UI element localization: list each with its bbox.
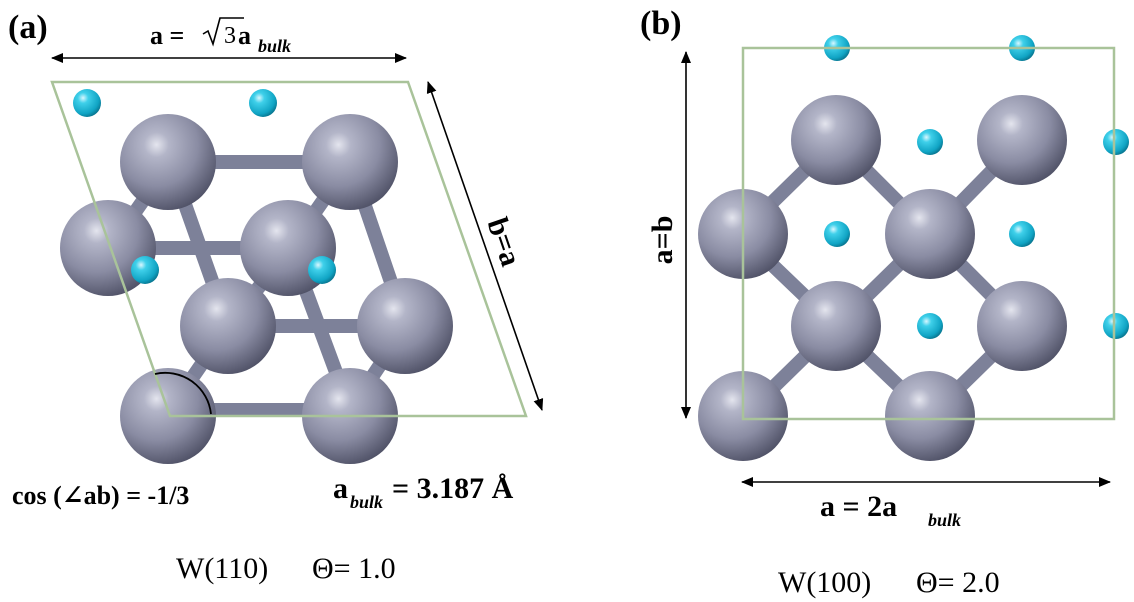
tungsten-atom [302, 114, 398, 210]
adsorbate-atom [1103, 313, 1129, 339]
svg-text:Θ= 2.0: Θ= 2.0 [916, 566, 1000, 599]
side-b-label: b=a [480, 213, 527, 270]
tungsten-atom [885, 371, 975, 461]
adsorbate-atom [73, 89, 101, 117]
tungsten-atom [357, 278, 453, 374]
caption-b: W(100) Θ= 2.0 [778, 566, 1000, 599]
tungsten-atom [791, 281, 881, 371]
adsorbate-atom [1009, 221, 1035, 247]
panel-a-tag: (a) [8, 9, 48, 46]
tungsten-atom [120, 368, 216, 464]
unit-cell-b [741, 46, 1116, 421]
svg-text:a: a [333, 472, 348, 505]
svg-text:= 3.187 Å: = 3.187 Å [392, 472, 514, 505]
svg-text:a: a [238, 21, 251, 50]
sqrt-sign [202, 17, 244, 47]
bonds-b [733, 133, 1029, 423]
svg-text:Θ= 1.0: Θ= 1.0 [312, 552, 396, 585]
panel-b: (b) a=b [640, 5, 1129, 599]
tungsten-atom [120, 114, 216, 210]
caption-a: W(110) Θ= 1.0 [176, 552, 396, 585]
svg-text:3: 3 [224, 23, 236, 49]
svg-text:W(110): W(110) [176, 552, 268, 585]
svg-text:bulk: bulk [258, 36, 291, 56]
svg-text:a = 2a: a = 2a [820, 490, 897, 523]
side-left-label: a=b [646, 216, 679, 265]
tungsten-atom [977, 281, 1067, 371]
svg-text:W(100): W(100) [778, 566, 871, 599]
tungsten-atom [977, 95, 1067, 185]
unit-cell-a [50, 80, 528, 418]
adsorbate-atom [917, 129, 943, 155]
tungsten-atom [180, 278, 276, 374]
side-b-arrow [426, 81, 544, 411]
cos-angle-label: cos (∠ab) = -1/3 [12, 481, 189, 510]
adsorbate-atom [917, 313, 943, 339]
bottom-label: a = 2a bulk [820, 490, 961, 530]
tungsten-atom [885, 189, 975, 279]
svg-text:bulk: bulk [350, 492, 383, 512]
adsorbate-atom [824, 221, 850, 247]
svg-text:bulk: bulk [928, 510, 961, 530]
adsorbate-atom [1103, 129, 1129, 155]
panel-a: (a) a = 3 a bulk b=a [8, 9, 544, 585]
angle-arc [154, 371, 212, 415]
tungsten-atom [791, 95, 881, 185]
adsorbate-atom [249, 89, 277, 117]
adsorbate-atom [308, 256, 336, 284]
a-bulk-label: a bulk = 3.187 Å [333, 472, 514, 512]
lattice-a-label: a = 3 a bulk [150, 17, 291, 56]
adsorbate-atom [131, 256, 159, 284]
panel-b-tag: (b) [640, 5, 682, 42]
svg-text:a =: a = [150, 21, 184, 50]
